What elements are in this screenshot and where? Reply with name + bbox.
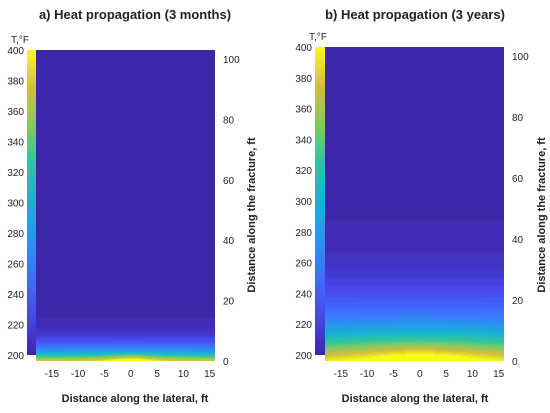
panel-a-colorbar-tick-label: 220 xyxy=(7,321,24,332)
panel-b-x-tick-label: -5 xyxy=(389,369,398,380)
panel-a-y-tick-label: 60 xyxy=(223,176,235,187)
panel-b-title: b) Heat propagation (3 years) xyxy=(325,7,505,22)
panel-a-colorbar-tick-label: 320 xyxy=(7,168,24,179)
panel-a-x-axis-label: Distance along the lateral, ft xyxy=(62,393,209,405)
panel-a-y-tick-label: 100 xyxy=(223,55,240,66)
panel-a-y-tick-label: 40 xyxy=(223,236,235,247)
panel-a-colorbar-tick-label: 380 xyxy=(7,77,24,88)
panel-a-x-tick-label: -5 xyxy=(100,369,109,380)
panel-b-x-tick-label: -15 xyxy=(334,369,349,380)
panel-a-title: a) Heat propagation (3 months) xyxy=(39,7,231,22)
panel-b-colorbar-tick-label: 300 xyxy=(295,197,312,208)
panel-b-x-tick-label: 10 xyxy=(467,369,479,380)
panel-b-colorbar-tick-label: 280 xyxy=(295,228,312,239)
panel-b-y-tick-label: 80 xyxy=(512,113,524,124)
panel-b-colorbar-tick-label: 320 xyxy=(295,166,312,177)
panel-a-x-tick-label: 5 xyxy=(154,369,160,380)
panel-a-colorbar-tick-label: 300 xyxy=(7,199,24,210)
panel-b-y-tick-label: 60 xyxy=(512,174,524,185)
panel-b-colorbar-tick-label: 360 xyxy=(295,105,312,116)
panel-b-x-tick-label: 15 xyxy=(493,369,505,380)
panel-b-y-tick-label: 20 xyxy=(512,296,524,307)
panel-b-y-ticks: 0 20 40 60 80 100 xyxy=(512,52,529,368)
panel-b-colorbar-tick-label: 260 xyxy=(295,259,312,270)
panel-b-y-tick-label: 0 xyxy=(512,357,518,368)
panel-a-colorbar-tick-label: 260 xyxy=(7,260,24,271)
panel-b-colorbar-tick-label: 200 xyxy=(295,351,312,362)
panel-b-x-tick-label: 5 xyxy=(443,369,449,380)
panel-a-colorbar xyxy=(27,50,36,355)
panel-b-colorbar-ticks: 200 220 240 260 280 300 320 340 360 380 400 xyxy=(295,43,312,362)
panel-a-x-ticks: -15 -10 -5 0 5 10 15 xyxy=(45,369,216,380)
panel-b-heatmap xyxy=(325,47,504,361)
panel-a-x-tick-label: -15 xyxy=(45,369,60,380)
panel-a-x-tick-label: 0 xyxy=(128,369,134,380)
panel-a-x-tick-label: -10 xyxy=(71,369,86,380)
panel-b-x-axis-label: Distance along the lateral, ft xyxy=(342,393,489,405)
panel-a-colorbar-tick-label: 240 xyxy=(7,290,24,301)
panel-a-colorbar-ticks: 200 220 240 260 280 300 320 340 360 380 400 xyxy=(7,46,24,362)
panel-a-colorbar-tick-label: 400 xyxy=(7,46,24,57)
panel-a-y-ticks: 0 20 40 60 80 100 xyxy=(223,55,240,368)
panel-a-colorbar-tick-label: 360 xyxy=(7,107,24,118)
panel-a-y-tick-label: 0 xyxy=(223,357,229,368)
panel-a-colorbar-tick-label: 200 xyxy=(7,351,24,362)
panel-b-colorbar-title: T,°F xyxy=(309,32,327,43)
panel-a-colorbar-tick-label: 280 xyxy=(7,229,24,240)
panel-b-colorbar-tick-label: 380 xyxy=(295,74,312,85)
panel-a-x-tick-label: 15 xyxy=(204,369,216,380)
panel-a-y-tick-label: 80 xyxy=(223,115,235,126)
panel-b-colorbar-tick-label: 340 xyxy=(295,135,312,146)
panel-a-x-tick-label: 10 xyxy=(178,369,190,380)
panel-b-colorbar-tick-label: 400 xyxy=(295,43,312,54)
panel-b-y-axis-label: Distance along the fracture, ft xyxy=(536,137,548,293)
panel-b-colorbar-tick-label: 220 xyxy=(295,320,312,331)
panel-a-y-axis-label: Distance along the fracture, ft xyxy=(246,137,258,293)
panel-b: b) Heat propagation (3 years) T,°F 20022… xyxy=(295,7,548,405)
panel-b-y-tick-label: 40 xyxy=(512,235,524,246)
panel-b-x-ticks: -15 -10 -5 0 5 10 15 xyxy=(334,369,505,380)
panel-a-heatmap xyxy=(36,50,215,361)
panel-b-colorbar xyxy=(315,47,325,355)
panel-b-x-tick-label: -10 xyxy=(360,369,375,380)
panel-a-colorbar-tick-label: 340 xyxy=(7,138,24,149)
panel-b-colorbar-tick-label: 240 xyxy=(295,289,312,300)
panel-a-colorbar-title: T,°F xyxy=(11,35,29,46)
panel-b-y-tick-label: 100 xyxy=(512,52,529,63)
panel-a-y-tick-label: 20 xyxy=(223,297,235,308)
panel-a: a) Heat propagation (3 months) T,°F 2002… xyxy=(7,7,258,405)
panel-b-x-tick-label: 0 xyxy=(417,369,423,380)
